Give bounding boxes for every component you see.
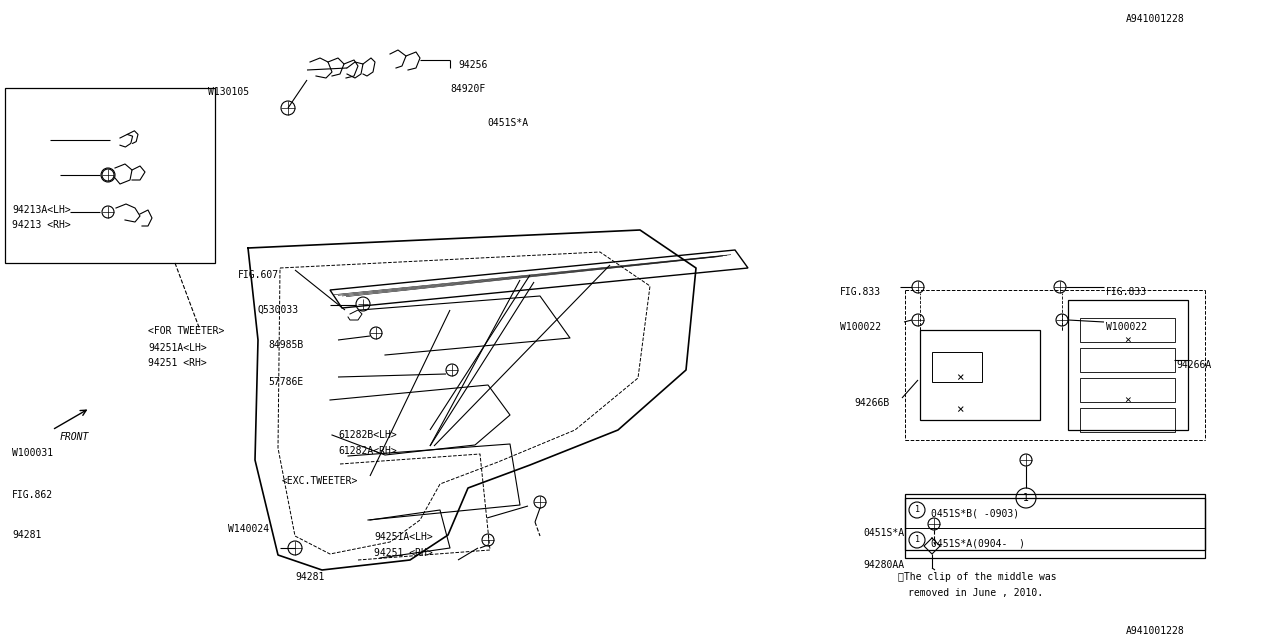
Text: 94266A: 94266A <box>1176 360 1211 370</box>
Text: 0451S*B( -0903): 0451S*B( -0903) <box>931 508 1019 518</box>
Text: ※The clip of the middle was: ※The clip of the middle was <box>899 572 1056 582</box>
Text: <EXC.TWEETER>: <EXC.TWEETER> <box>282 476 358 486</box>
Text: ×: × <box>956 371 964 385</box>
Text: 84985B: 84985B <box>268 340 303 350</box>
Text: 94213A<LH>: 94213A<LH> <box>12 205 70 215</box>
Bar <box>1080 378 1175 402</box>
Text: 0451S*A: 0451S*A <box>486 118 529 128</box>
Bar <box>1080 408 1175 432</box>
Text: ×: × <box>956 403 964 417</box>
Text: 61282A<RH>: 61282A<RH> <box>338 446 397 456</box>
Bar <box>1080 318 1175 342</box>
Text: A941001228: A941001228 <box>1126 14 1185 24</box>
Text: 94251A<LH>: 94251A<LH> <box>374 532 433 542</box>
Text: 61282B<LH>: 61282B<LH> <box>338 430 397 440</box>
Text: FIG.862: FIG.862 <box>12 490 54 500</box>
Text: 94281: 94281 <box>12 530 41 540</box>
Bar <box>5 88 215 263</box>
Text: 94280AA: 94280AA <box>863 560 904 570</box>
Text: 1: 1 <box>914 536 919 545</box>
Text: ×: × <box>1125 335 1132 345</box>
Text: ×: × <box>1125 395 1132 405</box>
Text: FIG.833: FIG.833 <box>1106 287 1147 297</box>
Text: A941001228: A941001228 <box>1126 626 1185 636</box>
Text: 0451S*A: 0451S*A <box>863 528 904 538</box>
Text: 94266B: 94266B <box>854 398 890 408</box>
Text: <FOR TWEETER>: <FOR TWEETER> <box>148 326 224 336</box>
Text: 0451S*A(0904-  ): 0451S*A(0904- ) <box>931 538 1025 548</box>
Bar <box>1080 348 1175 372</box>
Text: FRONT: FRONT <box>60 432 90 442</box>
Text: 94251 <RH>: 94251 <RH> <box>374 548 433 558</box>
Text: 94256: 94256 <box>458 60 488 70</box>
Text: 94251 <RH>: 94251 <RH> <box>148 358 207 368</box>
Text: 1: 1 <box>1023 493 1029 503</box>
Text: 94213 <RH>: 94213 <RH> <box>12 220 70 230</box>
Text: removed in June , 2010.: removed in June , 2010. <box>908 588 1043 598</box>
Text: W100031: W100031 <box>12 448 54 458</box>
Text: 57786E: 57786E <box>268 377 303 387</box>
Text: W140024: W140024 <box>228 524 269 534</box>
Text: W130105: W130105 <box>207 87 250 97</box>
Text: 1: 1 <box>914 506 919 515</box>
Text: FIG.607: FIG.607 <box>238 270 279 280</box>
Text: W100022: W100022 <box>840 322 881 332</box>
Text: FIG.833: FIG.833 <box>840 287 881 297</box>
Text: 94281: 94281 <box>294 572 324 582</box>
Bar <box>905 494 1204 550</box>
Text: Q530033: Q530033 <box>259 305 300 315</box>
Bar <box>932 352 982 382</box>
Text: 84920F: 84920F <box>451 84 485 94</box>
Bar <box>905 498 1204 558</box>
Text: W100022: W100022 <box>1106 322 1147 332</box>
Text: 94251A<LH>: 94251A<LH> <box>148 343 207 353</box>
